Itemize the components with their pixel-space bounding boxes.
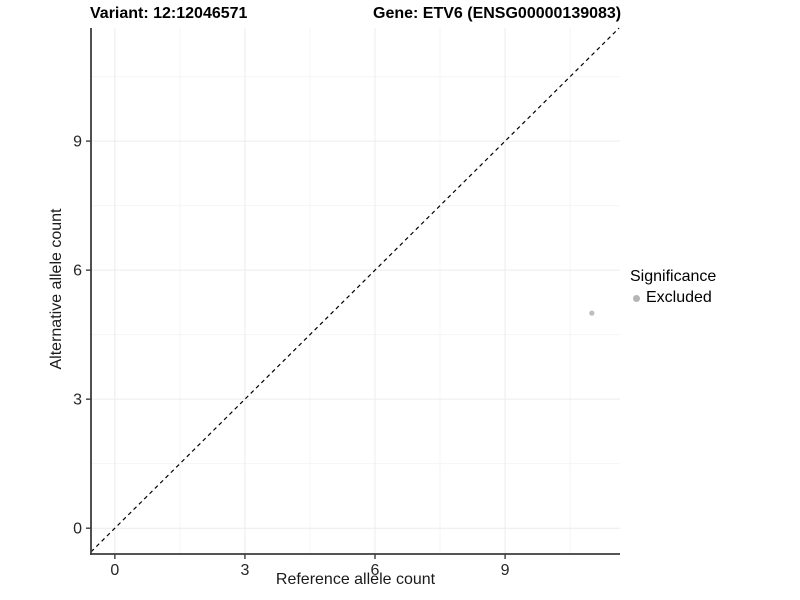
variant-title: Variant: 12:12046571 [90,5,248,22]
legend-items: Excluded [630,289,716,307]
y-tick-label: 3 [73,392,82,409]
identity-dashed-line [90,27,620,553]
x-tick-label: 0 [110,562,119,579]
y-tick-label: 6 [73,263,82,280]
y-tick-label: 9 [73,134,82,151]
x-tick-label: 6 [371,562,380,579]
legend-item: Excluded [633,289,716,307]
y-axis-title: Alternative allele count [48,208,65,370]
x-tick-label: 3 [240,562,249,579]
y-tick-label: 0 [73,521,82,538]
legend: Significance Excluded [630,268,716,307]
x-axis-title: Reference allele count [275,571,436,588]
legend-key-dot [633,294,640,302]
data-point [589,310,595,316]
legend-title: Significance [630,268,717,285]
gene-title: Gene: ETV6 (ENSG00000139083) [373,5,622,22]
legend-item-label: Excluded [646,289,712,306]
x-tick-label: 9 [501,562,510,579]
